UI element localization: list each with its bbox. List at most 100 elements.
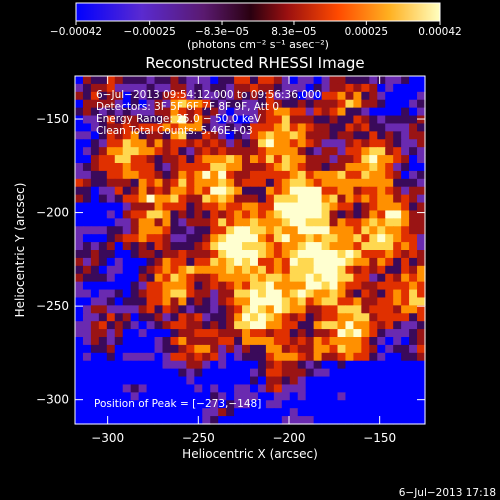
heatmap-cell — [194, 297, 203, 306]
heatmap-cell — [393, 202, 402, 212]
heatmap-cell — [417, 376, 426, 386]
heatmap-cell — [401, 281, 410, 291]
heatmap-cell — [305, 250, 315, 259]
heatmap-cell — [218, 329, 227, 338]
heatmap-cell — [218, 91, 227, 101]
heatmap-cell — [130, 115, 140, 125]
heatmap-cell — [273, 234, 283, 243]
heatmap-cell — [281, 305, 291, 314]
heatmap-cell — [409, 250, 418, 259]
heatmap-cell — [265, 155, 275, 164]
heatmap-cell — [162, 99, 172, 109]
heatmap-cell — [130, 344, 140, 354]
heatmap-cell — [130, 234, 140, 243]
heatmap-cell — [250, 91, 259, 101]
heatmap-cell — [75, 202, 84, 212]
heatmap-cell — [409, 273, 418, 283]
heatmap-cell — [98, 170, 108, 180]
heatmap-cell — [385, 186, 394, 196]
heatmap-cell — [186, 115, 195, 125]
heatmap-cell — [361, 400, 370, 409]
heatmap-cell — [106, 131, 116, 140]
heatmap-cell — [186, 163, 195, 172]
heatmap-cell — [345, 83, 355, 93]
heatmap-cell — [226, 107, 235, 117]
heatmap-cell — [178, 416, 187, 425]
heatmap-cell — [186, 139, 195, 148]
heatmap-cell — [409, 400, 418, 409]
heatmap-cell — [345, 368, 355, 378]
heatmap-cell — [162, 250, 172, 259]
heatmap-cell — [257, 337, 267, 346]
heatmap-cell — [417, 408, 426, 417]
heatmap-cell — [138, 186, 148, 196]
heatmap-cell — [305, 123, 315, 132]
heatmap-cell — [114, 76, 124, 85]
heatmap-cell — [106, 392, 116, 401]
heatmap-cell — [186, 170, 195, 180]
heatmap-cell — [401, 392, 410, 401]
heatmap-cell — [234, 123, 243, 132]
heatmap-cell — [417, 384, 426, 393]
heatmap-cell — [257, 289, 267, 299]
heatmap-cell — [170, 242, 180, 251]
heatmap-cell — [170, 360, 180, 370]
heatmap-cell — [210, 76, 219, 85]
heatmap-cell — [281, 178, 291, 188]
heatmap-cell — [242, 321, 251, 330]
heatmap-cell — [329, 202, 339, 212]
heatmap-cell — [393, 297, 402, 306]
heatmap-cell — [106, 99, 116, 109]
heatmap-cell — [250, 297, 259, 306]
heatmap-cell — [273, 194, 283, 204]
heatmap-cell — [377, 384, 386, 393]
heatmap-cell — [361, 76, 370, 85]
heatmap-cell — [265, 321, 275, 330]
heatmap-cell — [146, 170, 156, 180]
heatmap-cell — [393, 123, 402, 132]
heatmap-cell — [162, 131, 172, 140]
heatmap-cell — [202, 76, 211, 85]
heatmap-cell — [106, 178, 116, 188]
heatmap-cell — [146, 147, 156, 156]
heatmap-cell — [226, 329, 235, 338]
heatmap-cell — [329, 265, 339, 275]
heatmap-cell — [178, 155, 187, 164]
heatmap-cell — [75, 170, 84, 180]
heatmap-cell — [409, 202, 418, 212]
heatmap-cell — [154, 147, 164, 156]
heatmap-cell — [170, 210, 180, 219]
heatmap-cell — [385, 281, 394, 291]
heatmap-cell — [393, 416, 402, 425]
heatmap-cell — [377, 289, 386, 299]
heatmap-cell — [218, 352, 227, 362]
heatmap-cell — [345, 376, 355, 386]
heatmap-cell — [353, 344, 362, 354]
heatmap-cell — [75, 408, 84, 417]
heatmap-cell — [337, 194, 347, 204]
heatmap-cell — [146, 352, 156, 362]
heatmap-cell — [226, 250, 235, 259]
heatmap-cell — [178, 329, 187, 338]
heatmap-cell — [289, 234, 299, 243]
heatmap-cell — [369, 178, 378, 188]
heatmap-cell — [337, 257, 347, 267]
heatmap-cell — [257, 242, 267, 251]
heatmap-cell — [138, 226, 148, 235]
heatmap-cell — [146, 376, 156, 386]
heatmap-cell — [194, 202, 203, 212]
heatmap-cell — [75, 313, 84, 322]
heatmap-cell — [265, 250, 275, 259]
heatmap-cell — [353, 178, 362, 188]
heatmap-cell — [234, 76, 243, 85]
heatmap-cell — [202, 178, 211, 188]
heatmap-cell — [186, 107, 195, 117]
heatmap-cell — [337, 202, 347, 212]
heatmap-cell — [385, 115, 394, 125]
heatmap-cell — [337, 305, 347, 314]
heatmap-cell — [297, 337, 307, 346]
heatmap-cell — [82, 289, 92, 299]
heatmap-cell — [313, 147, 323, 156]
heatmap-cell — [257, 329, 267, 338]
heatmap-cell — [281, 234, 291, 243]
